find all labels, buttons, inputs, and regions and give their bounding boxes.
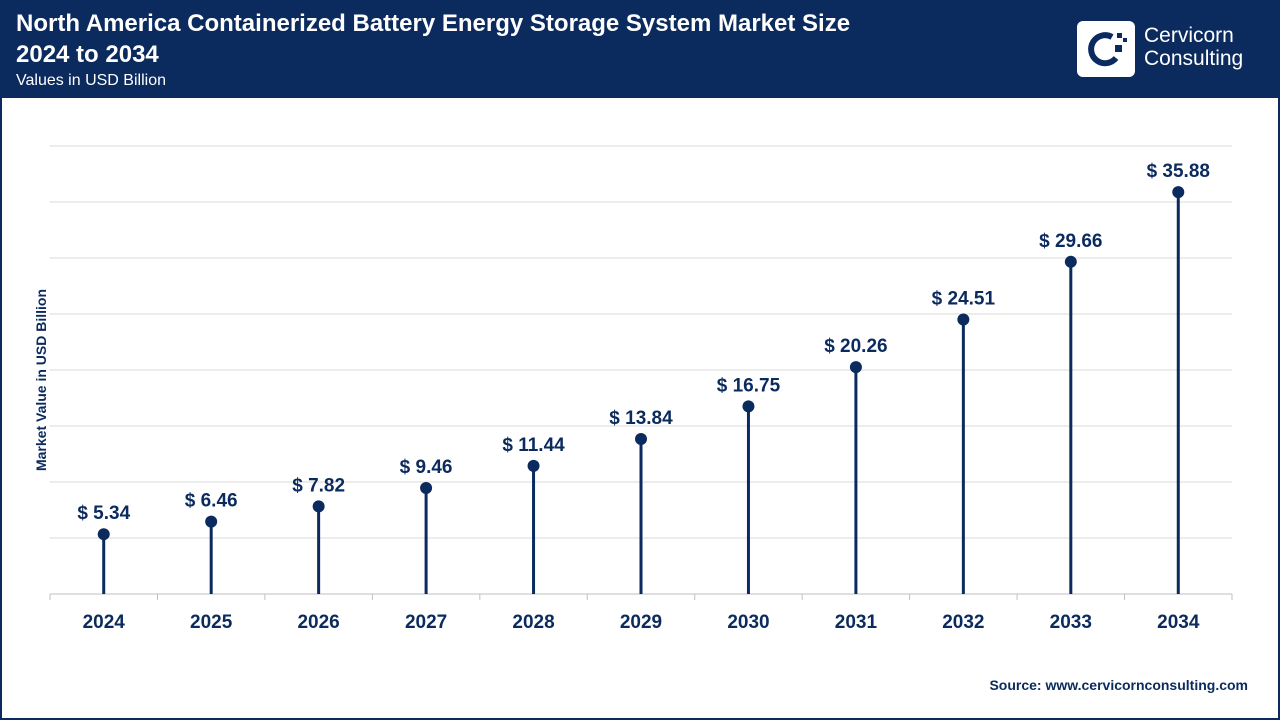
header-banner: North America Containerized Battery Ener…: [0, 0, 1280, 98]
logo-name-line2: Consulting: [1144, 47, 1244, 70]
x-tick-label: 2028: [512, 612, 554, 633]
x-tick-label: 2030: [727, 612, 769, 633]
x-tick-label: 2027: [405, 612, 447, 633]
x-tick-label: 2034: [1157, 612, 1200, 633]
data-point: [205, 515, 218, 528]
data-label: $ 29.66: [1039, 231, 1102, 252]
chart-title-line1: North America Containerized Battery Ener…: [16, 10, 851, 37]
data-point: [957, 313, 970, 326]
x-tick-label: 2031: [835, 612, 878, 633]
source-note: Source: www.cervicornconsulting.com: [989, 677, 1248, 693]
data-label: $ 5.34: [77, 503, 130, 524]
lollipop-chart: Market Value in USD Billion $ 5.34 2024 $ 6…: [33, 145, 1233, 633]
data-label: $ 6.46: [185, 491, 238, 512]
data-point: [1172, 186, 1185, 199]
logo-wordmark: Cervicorn Consulting: [1144, 24, 1243, 70]
chart-title-line2: 2024 to 2034: [16, 41, 159, 68]
logo-name-line1: Cervicorn: [1144, 24, 1234, 47]
data-label: $ 9.46: [400, 457, 453, 478]
data-point: [635, 432, 647, 445]
cervicorn-logo-icon: [1077, 21, 1135, 77]
data-label: $ 13.84: [609, 408, 673, 429]
y-axis-label: Market Value in USD Billion: [33, 289, 49, 471]
chart-subtitle: Values in USD Billion: [16, 72, 166, 89]
x-tick-label: 2033: [1050, 612, 1092, 633]
x-tick-label: 2026: [297, 612, 339, 633]
data-label: $ 16.75: [717, 375, 781, 396]
x-tick-label: 2032: [942, 612, 984, 633]
x-tick-label: 2029: [620, 612, 662, 633]
data-point: [849, 361, 862, 374]
data-point: [312, 500, 325, 513]
chart-area: Market Value in USD Billion $ 5.34 2024 $ 6…: [0, 98, 1280, 720]
data-label: $ 7.82: [292, 475, 345, 496]
data-point: [1064, 255, 1077, 268]
data-label: $ 20.26: [824, 336, 887, 357]
x-tick-label: 2025: [190, 612, 233, 633]
data-point: [97, 528, 110, 541]
x-tick-label: 2024: [83, 612, 126, 633]
data-label: $ 11.44: [502, 435, 565, 456]
data-point: [527, 459, 540, 472]
data-label: $ 24.51: [932, 288, 996, 309]
data-point: [420, 482, 433, 495]
data-label: $ 35.88: [1147, 161, 1210, 182]
data-point: [742, 400, 755, 413]
chart-title: North America Containerized Battery Ener…: [16, 8, 1016, 70]
